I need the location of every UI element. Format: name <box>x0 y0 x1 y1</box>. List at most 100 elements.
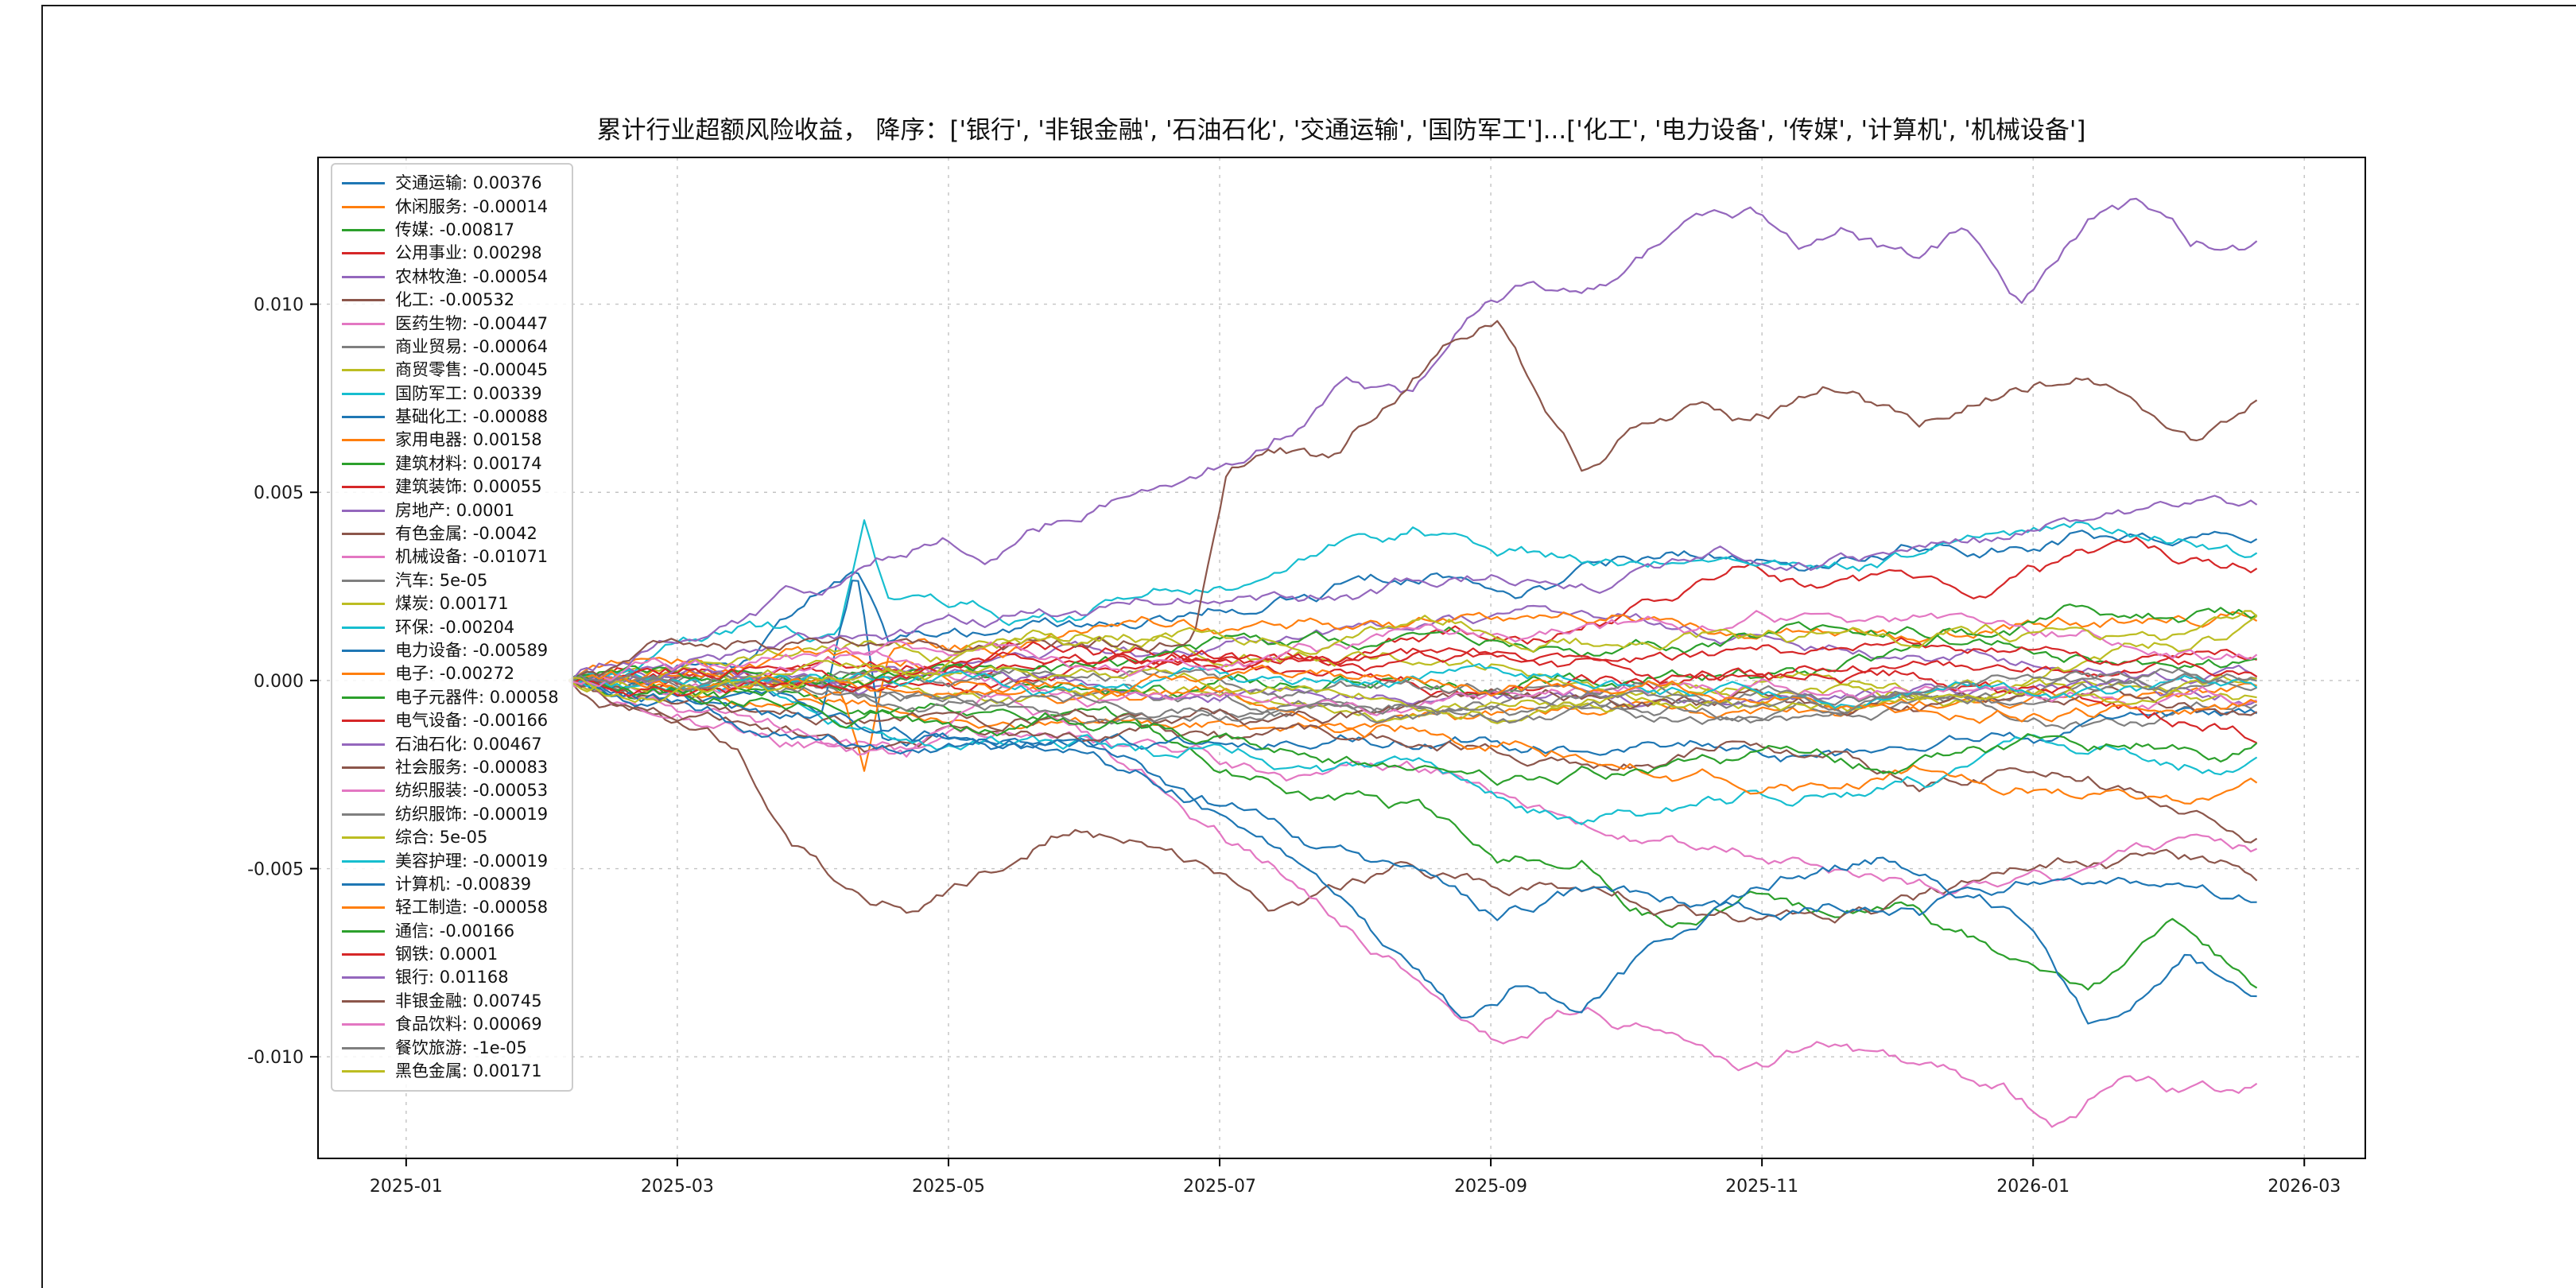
legend-line-sample <box>342 929 385 933</box>
legend-item: 美容护理: -0.00019 <box>342 849 559 872</box>
legend-label: 商贸零售: -0.00045 <box>395 360 549 380</box>
legend-label: 建筑材料: 0.00174 <box>395 453 542 473</box>
legend-item: 食品饮料: 0.00069 <box>342 1013 559 1036</box>
legend-item: 非银金融: 0.00745 <box>342 990 559 1013</box>
legend-item: 通信: -0.00166 <box>342 920 559 943</box>
legend-line-sample <box>342 509 385 512</box>
legend-label: 建筑装饰: 0.00055 <box>395 477 542 497</box>
legend-label: 计算机: -0.00839 <box>395 874 532 894</box>
legend-label: 房地产: 0.0001 <box>395 500 515 520</box>
legend-label: 医药生物: -0.00447 <box>395 313 549 333</box>
series-line-6 <box>568 679 2258 896</box>
x-tick-label: 2025-03 <box>641 1177 714 1197</box>
legend-line-sample <box>342 906 385 910</box>
legend-label: 有色金属: -0.0042 <box>395 524 537 544</box>
legend-item: 机械设备: -0.01071 <box>342 545 559 568</box>
legend-item: 商贸零售: -0.00045 <box>342 359 559 382</box>
legend-item: 煤炭: 0.00171 <box>342 592 559 615</box>
legend-item: 医药生物: -0.00447 <box>342 312 559 335</box>
series-line-31 <box>568 664 2258 724</box>
legend-item: 建筑材料: 0.00174 <box>342 452 559 475</box>
legend-line-sample <box>342 859 385 863</box>
y-tick-label: 0.005 <box>254 483 304 503</box>
legend-item: 建筑装饰: 0.00055 <box>342 475 559 499</box>
legend-label: 交通运输: 0.00376 <box>395 173 542 193</box>
series-line-3 <box>568 537 2258 689</box>
legend-item: 电力设备: -0.00589 <box>342 639 559 662</box>
legend-line-sample <box>342 533 385 536</box>
series-line-33 <box>568 637 2258 697</box>
legend-item: 国防军工: 0.00339 <box>342 382 559 405</box>
legend-line-sample <box>342 369 385 372</box>
legend-line-sample <box>342 322 385 325</box>
legend-line-sample <box>342 650 385 652</box>
legend-line-sample <box>342 228 385 231</box>
legend-item: 电气设备: -0.00166 <box>342 709 559 732</box>
legend-item: 电子元器件: 0.00058 <box>342 686 559 709</box>
legend-line-sample <box>342 486 385 489</box>
legend-item: 交通运输: 0.00376 <box>342 172 559 195</box>
series-line-15 <box>568 678 2258 844</box>
window-edge-top <box>41 5 2576 6</box>
legend-line-sample <box>342 743 385 746</box>
series-line-30 <box>568 677 2257 1025</box>
legend-item: 餐饮旅游: -1e-05 <box>342 1036 559 1059</box>
legend-label: 国防军工: 0.00339 <box>395 383 542 403</box>
legend-label: 电子元器件: 0.00058 <box>395 687 559 707</box>
legend-line-sample <box>342 556 385 559</box>
y-tick-label: 0.010 <box>254 296 304 316</box>
legend-line-sample <box>342 275 385 278</box>
legend-item: 房地产: 0.0001 <box>342 499 559 522</box>
series-line-37 <box>568 670 2257 722</box>
legend-line-sample <box>342 1046 385 1049</box>
legend-line-sample <box>342 345 385 348</box>
legend-item: 基础化工: -0.00088 <box>342 405 559 429</box>
x-tick-label: 2026-03 <box>2268 1177 2341 1197</box>
legend-item: 家用电器: 0.00158 <box>342 429 559 452</box>
series-line-16 <box>568 680 2258 1128</box>
legend-line-sample <box>342 953 385 956</box>
legend-item: 传媒: -0.00817 <box>342 219 559 242</box>
legend-line-sample <box>342 252 385 255</box>
legend-line-sample <box>342 720 385 723</box>
legend-label: 通信: -0.00166 <box>395 921 515 941</box>
legend-label: 家用电器: 0.00158 <box>395 430 542 450</box>
legend-line-sample <box>342 392 385 395</box>
chart-title: 累计行业超额风险收益， 降序：['银行', '非银金融', '石油石化', '交… <box>596 116 2086 145</box>
legend-line-sample <box>342 462 385 465</box>
series-line-32 <box>568 677 2258 786</box>
series-line-1 <box>568 676 2257 732</box>
legend-item: 有色金属: -0.0042 <box>342 522 559 545</box>
legend-label: 餐饮旅游: -1e-05 <box>395 1038 527 1057</box>
legend-item: 电子: -0.00272 <box>342 662 559 685</box>
series-line-0 <box>568 530 2258 689</box>
legend-label: 电气设备: -0.00166 <box>395 711 549 731</box>
legend-line-sample <box>342 766 385 769</box>
legend-label: 纺织服饰: -0.00019 <box>395 804 549 824</box>
x-tick-label: 2025-07 <box>1183 1177 1256 1197</box>
legend-item: 公用事业: 0.00298 <box>342 242 559 265</box>
legend-label: 化工: -0.00532 <box>395 290 515 310</box>
series-line-2 <box>568 677 2258 991</box>
legend-label: 农林牧渔: -0.00054 <box>395 266 549 286</box>
series-line-11 <box>568 611 2258 772</box>
legend-item: 休闲服务: -0.00014 <box>342 195 559 218</box>
legend-label: 煤炭: 0.00171 <box>395 594 509 614</box>
series-line-27 <box>568 668 2258 706</box>
legend-item: 纺织服装: -0.00053 <box>342 779 559 802</box>
series-line-13 <box>568 646 2257 696</box>
x-tick-label: 2025-05 <box>912 1177 985 1197</box>
legend-label: 电子: -0.00272 <box>395 664 515 684</box>
legend-label: 美容护理: -0.00019 <box>395 851 549 871</box>
legend-label: 钢铁: 0.0001 <box>395 945 499 964</box>
legend-label: 综合: 5e-05 <box>395 828 488 848</box>
legend-label: 电力设备: -0.00589 <box>395 641 549 660</box>
legend-item: 黑色金属: 0.00171 <box>342 1060 559 1083</box>
series-group <box>568 197 2258 1128</box>
series-line-10 <box>568 580 2258 762</box>
series-line-38 <box>568 610 2258 704</box>
series-line-35 <box>568 320 2258 681</box>
legend-label: 商业贸易: -0.00064 <box>395 336 549 356</box>
legend-line-sample <box>342 1023 385 1026</box>
